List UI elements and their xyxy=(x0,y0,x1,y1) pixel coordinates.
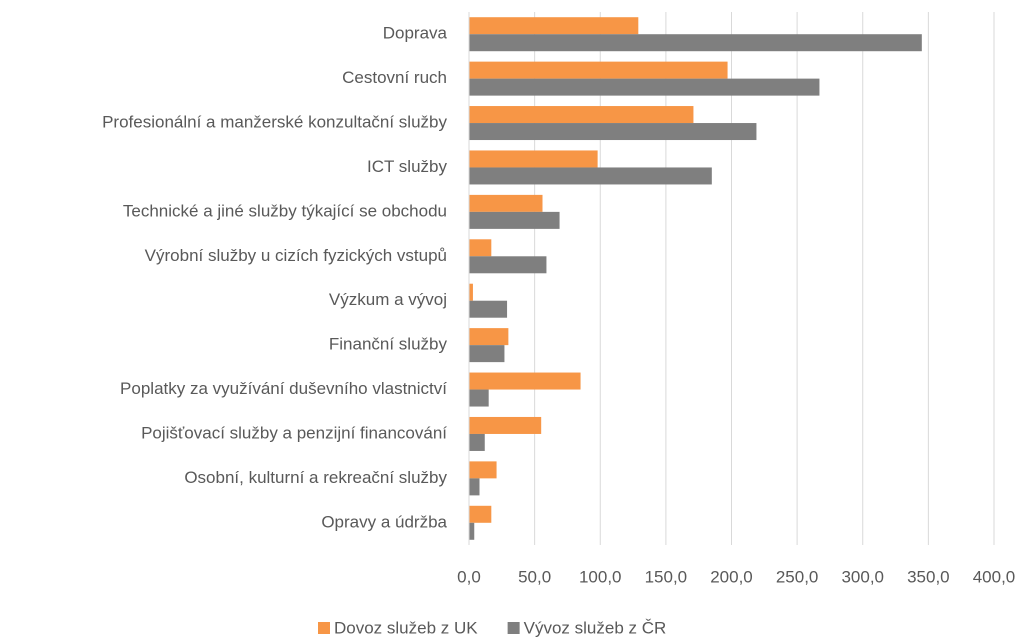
bar xyxy=(469,505,492,523)
y-tick-label: Cestovní ruch xyxy=(342,68,447,87)
x-tick-label: 50,0 xyxy=(518,567,551,586)
bar xyxy=(469,106,694,124)
bar xyxy=(469,78,820,96)
bar xyxy=(469,211,560,229)
bar xyxy=(469,256,547,274)
bar xyxy=(469,123,757,141)
bar xyxy=(469,328,509,346)
y-tick-label: Finanční služby xyxy=(329,335,448,354)
bar xyxy=(469,461,497,479)
y-tick-label: Výrobní služby u cizích fyzických vstupů xyxy=(145,246,447,265)
bar xyxy=(469,433,485,451)
bar xyxy=(469,522,475,540)
y-tick-label: Opravy a údržba xyxy=(321,512,447,531)
bar xyxy=(469,17,639,35)
x-tick-label: 250,0 xyxy=(776,567,819,586)
y-tick-label: Poplatky za využívání duševního vlastnic… xyxy=(120,379,447,398)
x-tick-label: 100,0 xyxy=(579,567,622,586)
legend-swatch xyxy=(507,622,520,634)
bar xyxy=(469,389,489,407)
bar xyxy=(469,416,542,434)
y-tick-label: Doprava xyxy=(383,24,448,43)
legend-label: Dovoz služeb z UK xyxy=(334,618,478,637)
x-tick-label: 150,0 xyxy=(645,567,688,586)
y-tick-label: Osobní, kulturní a rekreační služby xyxy=(184,468,447,487)
legend-label: Vývoz služeb z ČR xyxy=(524,618,667,637)
y-tick-label: Pojišťovací služby a penzijní financován… xyxy=(141,423,447,442)
bar xyxy=(469,478,480,496)
x-tick-label: 200,0 xyxy=(710,567,753,586)
x-tick-label: 0,0 xyxy=(457,567,481,586)
bar xyxy=(469,61,728,79)
bar xyxy=(469,372,581,390)
bar xyxy=(469,345,505,363)
y-tick-label: Výzkum a vývoj xyxy=(329,290,447,309)
legend-swatch xyxy=(318,622,330,634)
y-tick-label: ICT služby xyxy=(367,157,447,176)
bar xyxy=(469,239,492,257)
bar xyxy=(469,194,543,212)
x-tick-label: 400,0 xyxy=(973,567,1016,586)
bar xyxy=(469,283,473,301)
x-tick-label: 300,0 xyxy=(841,567,884,586)
bar xyxy=(469,150,598,168)
y-tick-label: Profesionální a manžerské konzultační sl… xyxy=(102,113,447,132)
bar xyxy=(469,34,922,52)
bar xyxy=(469,167,712,185)
bar xyxy=(469,300,508,318)
x-tick-label: 350,0 xyxy=(907,567,950,586)
y-tick-label: Technické a jiné služby týkající se obch… xyxy=(123,201,447,220)
